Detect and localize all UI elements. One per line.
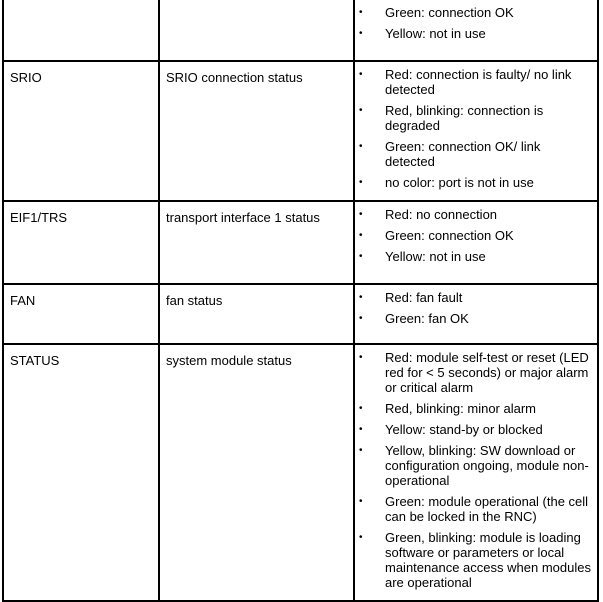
list-item: • Yellow: not in use <box>359 249 591 264</box>
state-text: Green, blinking: module is loading softw… <box>385 530 591 590</box>
led-states-cell: • Red: no connection • Green: connection OK… <box>353 200 599 285</box>
led-states-list: • Red: connection is faulty/ no link dete… <box>359 67 591 190</box>
state-text: no color: port is not in use <box>385 175 534 190</box>
table-row: STATUS system module status • Red: module s… <box>2 343 599 602</box>
list-item: • Green: fan OK <box>359 311 591 326</box>
table-row: • Green: connection OK • Yellow: not in use <box>2 0 599 62</box>
led-name-cell: EIF1/TRS <box>2 200 160 285</box>
state-text: Red: connection is faulty/ no link detec… <box>385 67 572 97</box>
state-text: Red, blinking: minor alarm <box>385 401 537 416</box>
bullet-icon: • <box>359 28 363 39</box>
bullet-icon: • <box>359 292 363 303</box>
led-description-cell <box>158 0 355 62</box>
led-name-cell: FAN <box>2 283 160 345</box>
list-item: • Red, blinking: connection is degraded <box>359 103 591 133</box>
state-text: Red: module self-test or reset (LED red … <box>385 350 589 395</box>
led-states-list: • Red: module self-test or reset (LED red… <box>359 350 591 590</box>
table-row: SRIO SRIO connection status • Red: connecti… <box>2 60 599 202</box>
list-item: • Green: connection OK <box>359 5 591 20</box>
state-text: Red, blinking: connection is degraded <box>385 103 544 133</box>
state-text: Green: connection OK <box>385 5 514 20</box>
led-states-list: • Green: connection OK • Yellow: not in use <box>359 5 591 41</box>
state-text: Red: no connection <box>385 207 498 222</box>
list-item: • Green: connection OK <box>359 228 591 243</box>
led-states-cell: • Red: connection is faulty/ no link dete… <box>353 60 599 202</box>
bullet-icon: • <box>359 69 363 80</box>
bullet-icon: • <box>359 313 363 324</box>
list-item: • Yellow: not in use <box>359 26 591 41</box>
bullet-icon: • <box>359 230 363 241</box>
list-item: • Green, blinking: module is loading soft… <box>359 530 591 590</box>
led-description-cell: fan status <box>158 283 355 345</box>
led-states-cell: • Red: module self-test or reset (LED red… <box>353 343 599 602</box>
bullet-icon: • <box>359 209 363 220</box>
bullet-icon: • <box>359 251 363 262</box>
state-text: Green: connection OK <box>385 228 514 243</box>
bullet-icon: • <box>359 496 363 507</box>
list-item: • Red: fan fault <box>359 290 591 305</box>
led-name-cell <box>2 0 160 62</box>
led-states-list: • Red: no connection • Green: connection OK… <box>359 207 591 264</box>
bullet-icon: • <box>359 532 363 543</box>
led-description-cell: system module status <box>158 343 355 602</box>
led-name-cell: SRIO <box>2 60 160 202</box>
led-name-cell: STATUS <box>2 343 160 602</box>
state-text: Yellow: stand-by or blocked <box>385 422 543 437</box>
list-item: • Yellow, blinking: SW download or config… <box>359 443 591 488</box>
led-states-list: • Red: fan fault • Green: fan OK <box>359 290 591 326</box>
list-item: • Red: module self-test or reset (LED red… <box>359 350 591 395</box>
bullet-icon: • <box>359 352 363 363</box>
bullet-icon: • <box>359 424 363 435</box>
state-text: Yellow, blinking: SW download or configu… <box>385 443 589 488</box>
state-text: Green: fan OK <box>385 311 469 326</box>
led-description-cell: transport interface 1 status <box>158 200 355 285</box>
list-item: • Green: connection OK/ link detected <box>359 139 591 169</box>
list-item: • Green: module operational (the cell can… <box>359 494 591 524</box>
led-description-cell: SRIO connection status <box>158 60 355 202</box>
list-item: • Red, blinking: minor alarm <box>359 401 591 416</box>
list-item: • Yellow: stand-by or blocked <box>359 422 591 437</box>
bullet-icon: • <box>359 105 363 116</box>
table-row: EIF1/TRS transport interface 1 status • Red… <box>2 200 599 285</box>
state-text: Green: connection OK/ link detected <box>385 139 541 169</box>
bullet-icon: • <box>359 403 363 414</box>
led-states-cell: • Red: fan fault • Green: fan OK <box>353 283 599 345</box>
bullet-icon: • <box>359 177 363 188</box>
state-text: Green: module operational (the cell can … <box>385 494 589 524</box>
state-text: Red: fan fault <box>385 290 463 305</box>
state-text: Yellow: not in use <box>385 249 486 264</box>
state-text: Yellow: not in use <box>385 26 486 41</box>
list-item: • no color: port is not in use <box>359 175 591 190</box>
table-row: FAN fan status • Red: fan fault • Green: fan … <box>2 283 599 345</box>
bullet-icon: • <box>359 445 363 456</box>
bullet-icon: • <box>359 141 363 152</box>
bullet-icon: • <box>359 7 363 18</box>
list-item: • Red: no connection <box>359 207 591 222</box>
led-states-cell: • Green: connection OK • Yellow: not in use <box>353 0 599 62</box>
list-item: • Red: connection is faulty/ no link dete… <box>359 67 591 97</box>
